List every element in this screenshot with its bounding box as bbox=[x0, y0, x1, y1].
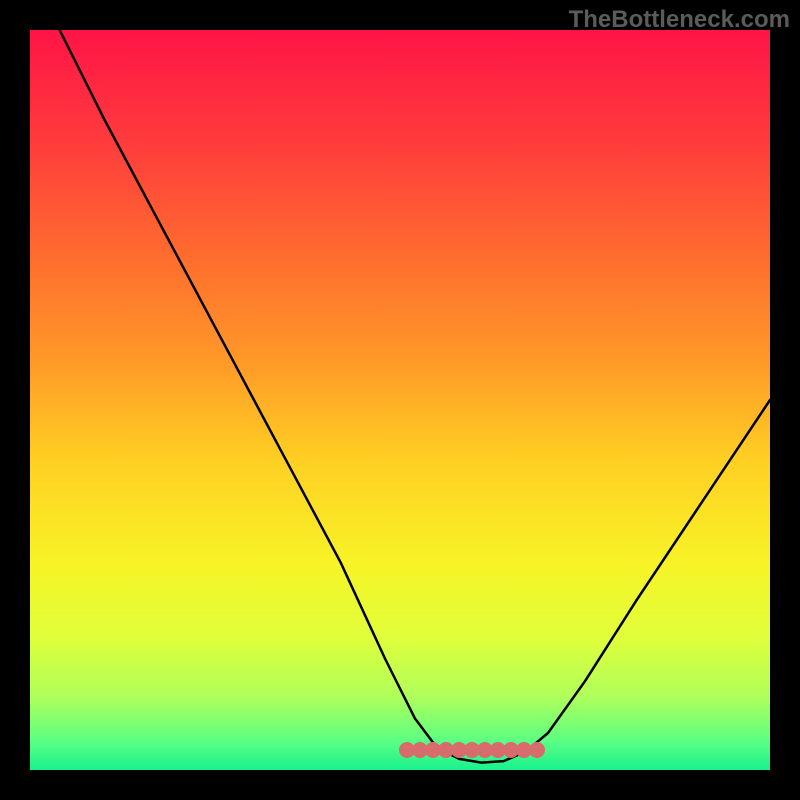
bottleneck-chart: TheBottleneck.com bbox=[0, 0, 800, 800]
bottom-marker-dot bbox=[529, 742, 545, 758]
chart-svg bbox=[0, 0, 800, 800]
bottom-marker-band bbox=[399, 742, 545, 758]
watermark-label: TheBottleneck.com bbox=[569, 6, 790, 34]
plot-background bbox=[30, 30, 770, 770]
